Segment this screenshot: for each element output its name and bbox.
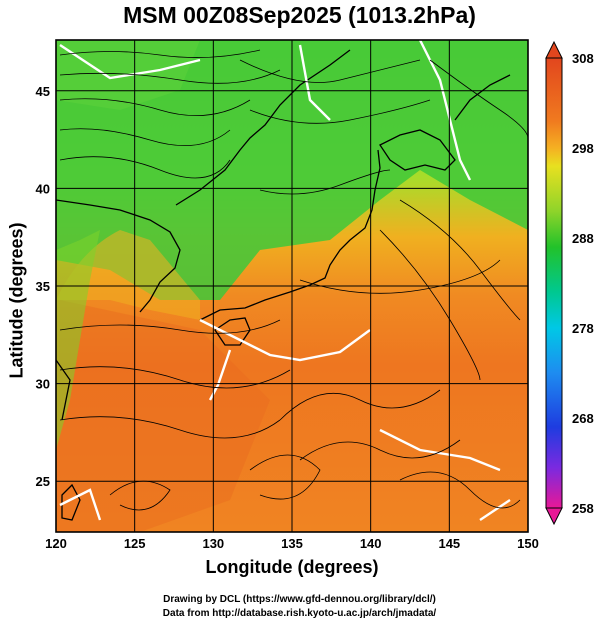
x-axis-label: Longitude (degrees) bbox=[205, 557, 379, 577]
colorbar-lower-triangle bbox=[545, 507, 563, 526]
korea-china-coastline bbox=[56, 199, 181, 313]
contour-pacific bbox=[379, 428, 501, 472]
map-frame bbox=[55, 39, 529, 533]
streamline bbox=[399, 471, 521, 509]
longitude-ticks: 120 125 130 135 140 145 150 bbox=[45, 536, 539, 551]
streamline bbox=[429, 59, 528, 140]
contour-southeast bbox=[479, 499, 511, 521]
streamline bbox=[299, 259, 501, 294]
kuril-coastline bbox=[454, 74, 511, 121]
colorbar-upper-triangle bbox=[545, 40, 563, 59]
streamline bbox=[59, 69, 281, 84]
longitude-tick-label: 145 bbox=[438, 536, 460, 551]
streamline bbox=[59, 156, 231, 179]
streamline bbox=[59, 128, 231, 146]
taiwan-coastline bbox=[61, 483, 81, 521]
primorye-coastline bbox=[175, 49, 351, 206]
plot-title: MSM 00Z08Sep2025 (1013.2hPa) bbox=[123, 2, 476, 28]
streamline bbox=[259, 169, 391, 195]
fujian-coastline bbox=[56, 359, 71, 421]
streamline bbox=[299, 439, 461, 461]
honshu-coastline bbox=[199, 149, 381, 321]
streamline bbox=[379, 229, 481, 381]
colorbar-tick-label: 278 bbox=[572, 321, 594, 336]
contour-south-coast bbox=[199, 318, 371, 362]
credit-drawing: Drawing by DCL (https://www.gfd-dennou.o… bbox=[163, 594, 436, 605]
longitude-tick-label: 130 bbox=[202, 536, 224, 551]
contour-taiwan bbox=[59, 488, 102, 521]
hokkaido-coastline bbox=[379, 129, 456, 171]
latitude-tick-label: 40 bbox=[36, 181, 50, 196]
credit-data-source: Data from http://database.rish.kyoto-u.a… bbox=[162, 608, 437, 619]
lat-lon-grid bbox=[56, 40, 528, 532]
colorbar-tick-label: 288 bbox=[572, 231, 594, 246]
latitude-tick-label: 35 bbox=[36, 279, 50, 294]
streamline bbox=[59, 319, 281, 334]
latitude-tick-label: 30 bbox=[36, 377, 50, 392]
longitude-tick-label: 150 bbox=[517, 536, 539, 551]
colorbar-tick-label: 298 bbox=[572, 141, 594, 156]
streamline bbox=[239, 59, 421, 83]
colorbar: 308 298 288 278 268 258 bbox=[545, 40, 594, 526]
longitude-tick-label: 135 bbox=[281, 536, 303, 551]
y-axis-label: Latitude (degrees) bbox=[6, 222, 27, 379]
latitude-ticks: 25 30 35 40 45 bbox=[36, 84, 50, 489]
streamline bbox=[59, 416, 281, 439]
latitude-tick-label: 25 bbox=[36, 474, 50, 489]
latitude-tick-label: 45 bbox=[36, 84, 50, 99]
warm-region-west bbox=[56, 300, 270, 532]
longitude-tick-label: 125 bbox=[124, 536, 146, 551]
contour-okinawa bbox=[208, 349, 232, 401]
colorbar-gradient bbox=[545, 57, 563, 509]
longitude-tick-label: 140 bbox=[360, 536, 382, 551]
contour-north-2 bbox=[298, 44, 331, 121]
colorbar-tick-label: 308 bbox=[572, 51, 594, 66]
streamline bbox=[59, 49, 261, 58]
longitude-tick-label: 120 bbox=[45, 536, 67, 551]
streamline bbox=[59, 98, 251, 116]
streamline bbox=[249, 454, 321, 500]
streamline bbox=[249, 99, 431, 124]
streamline bbox=[109, 480, 171, 511]
coastlines bbox=[56, 49, 511, 521]
streamline bbox=[279, 389, 441, 421]
temperature-field bbox=[56, 40, 528, 532]
colorbar-tick-label: 268 bbox=[572, 411, 594, 426]
streamline bbox=[399, 199, 521, 321]
colorbar-ticks: 308 298 288 278 268 258 bbox=[572, 51, 594, 516]
wind-streamlines bbox=[59, 49, 528, 511]
colorbar-tick-label: 258 bbox=[572, 501, 594, 516]
